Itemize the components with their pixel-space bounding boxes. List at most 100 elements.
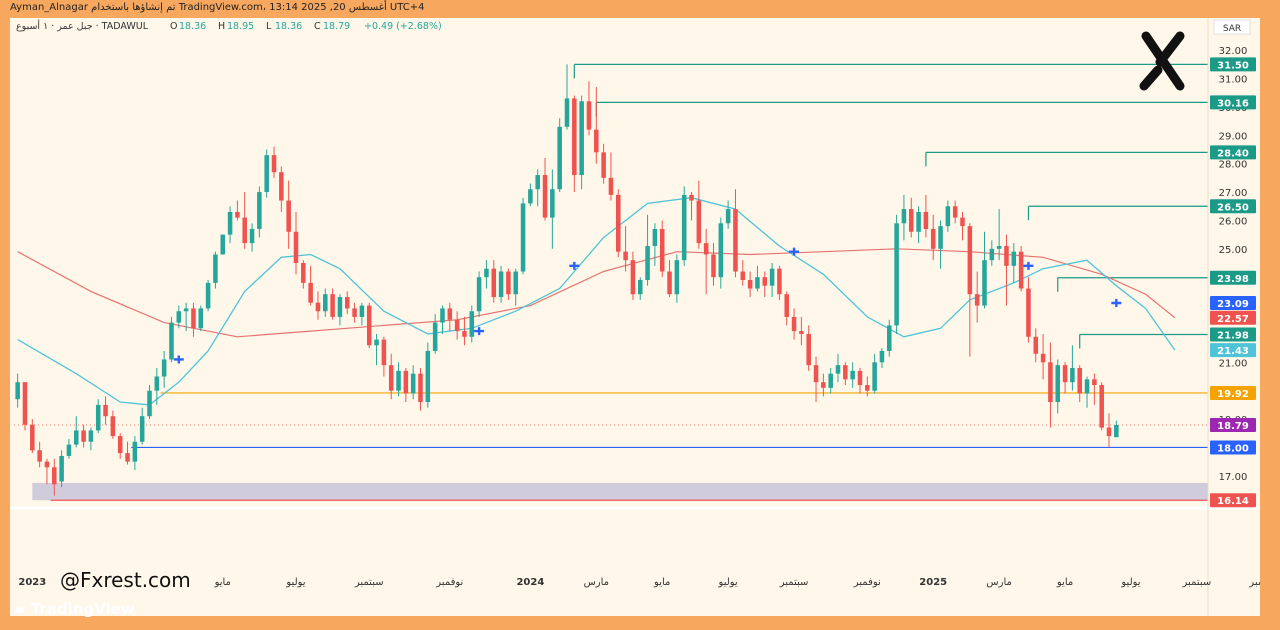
candle[interactable] <box>821 373 826 397</box>
candle[interactable] <box>594 87 599 164</box>
candle[interactable] <box>557 118 562 193</box>
candle[interactable] <box>388 353 394 400</box>
candle[interactable] <box>630 251 636 300</box>
candle[interactable] <box>879 348 885 368</box>
candle[interactable] <box>1062 362 1068 394</box>
candle[interactable] <box>806 325 811 371</box>
candle[interactable] <box>469 305 475 343</box>
candle[interactable] <box>681 186 687 266</box>
candle[interactable] <box>945 200 951 232</box>
candle[interactable] <box>88 427 94 451</box>
candle[interactable] <box>645 214 650 286</box>
candle[interactable] <box>725 200 731 229</box>
candle[interactable] <box>154 367 160 405</box>
candle[interactable] <box>747 271 753 298</box>
candle[interactable] <box>52 458 57 496</box>
candle[interactable] <box>1106 413 1112 448</box>
candle[interactable] <box>608 152 614 201</box>
candle[interactable] <box>403 367 409 403</box>
candle[interactable] <box>923 194 929 238</box>
candle[interactable] <box>81 424 86 448</box>
candle[interactable] <box>652 223 658 266</box>
candle[interactable] <box>381 336 387 377</box>
candle[interactable] <box>454 311 460 340</box>
candle[interactable] <box>191 302 196 337</box>
candle[interactable] <box>352 302 357 323</box>
candle[interactable] <box>169 316 174 363</box>
candle[interactable] <box>227 206 233 244</box>
candle[interactable] <box>264 149 269 198</box>
candle[interactable] <box>161 350 167 388</box>
candle[interactable] <box>73 416 79 448</box>
candle[interactable] <box>799 316 804 346</box>
candle[interactable] <box>1084 376 1090 408</box>
candle[interactable] <box>696 180 702 249</box>
candle[interactable] <box>235 200 240 221</box>
candle[interactable] <box>755 265 760 292</box>
candle[interactable] <box>213 251 218 289</box>
candle[interactable] <box>718 217 724 289</box>
candle[interactable] <box>476 271 482 317</box>
candle[interactable] <box>850 362 855 388</box>
candle[interactable] <box>301 260 306 289</box>
candle[interactable] <box>117 433 123 459</box>
candle[interactable] <box>110 410 116 439</box>
candle[interactable] <box>1077 365 1082 403</box>
candle[interactable] <box>601 143 606 184</box>
candle[interactable] <box>520 197 526 275</box>
candle[interactable] <box>952 200 958 224</box>
candle[interactable] <box>865 376 870 397</box>
candle[interactable] <box>359 302 365 326</box>
candle[interactable] <box>1004 234 1009 306</box>
candle[interactable] <box>528 183 533 207</box>
candle[interactable] <box>1099 382 1104 431</box>
candle[interactable] <box>103 396 108 425</box>
candle[interactable] <box>22 382 28 431</box>
candle[interactable] <box>95 399 101 434</box>
candle[interactable] <box>535 169 540 207</box>
candle[interactable] <box>176 305 182 329</box>
candle[interactable] <box>996 209 1002 261</box>
candle[interactable] <box>733 189 738 278</box>
candle[interactable] <box>37 441 42 468</box>
candle[interactable] <box>901 194 907 241</box>
candle[interactable] <box>667 260 672 298</box>
candle[interactable] <box>960 211 965 241</box>
candle[interactable] <box>1018 245 1024 292</box>
candle[interactable] <box>989 240 995 266</box>
candle[interactable] <box>293 211 299 275</box>
candle[interactable] <box>198 305 204 332</box>
candle[interactable] <box>769 263 775 298</box>
candle[interactable] <box>513 268 518 306</box>
candle[interactable] <box>579 95 584 190</box>
candle[interactable] <box>59 450 64 488</box>
candle[interactable] <box>572 95 577 193</box>
candle[interactable] <box>15 373 20 408</box>
candle[interactable] <box>1055 359 1061 414</box>
candle[interactable] <box>659 220 665 278</box>
candle[interactable] <box>1026 277 1031 343</box>
candle[interactable] <box>308 265 313 306</box>
candle[interactable] <box>586 81 592 136</box>
candle[interactable] <box>564 64 570 130</box>
candle[interactable] <box>506 268 511 300</box>
candle[interactable] <box>637 277 643 300</box>
candle[interactable] <box>44 458 50 485</box>
candle[interactable] <box>498 265 504 303</box>
candle[interactable] <box>777 265 782 300</box>
candle[interactable] <box>447 302 453 332</box>
candle[interactable] <box>132 436 138 471</box>
candle[interactable] <box>784 291 790 326</box>
candle[interactable] <box>1048 342 1053 428</box>
candle[interactable] <box>740 260 746 286</box>
candle[interactable] <box>674 254 680 303</box>
candle[interactable] <box>366 302 372 349</box>
candle[interactable] <box>286 180 291 249</box>
candle[interactable] <box>916 206 921 244</box>
candle[interactable] <box>220 234 226 255</box>
candle[interactable] <box>711 243 716 286</box>
candle[interactable] <box>330 288 335 320</box>
candle[interactable] <box>813 356 819 403</box>
candle[interactable] <box>974 271 980 323</box>
candle[interactable] <box>828 367 833 394</box>
